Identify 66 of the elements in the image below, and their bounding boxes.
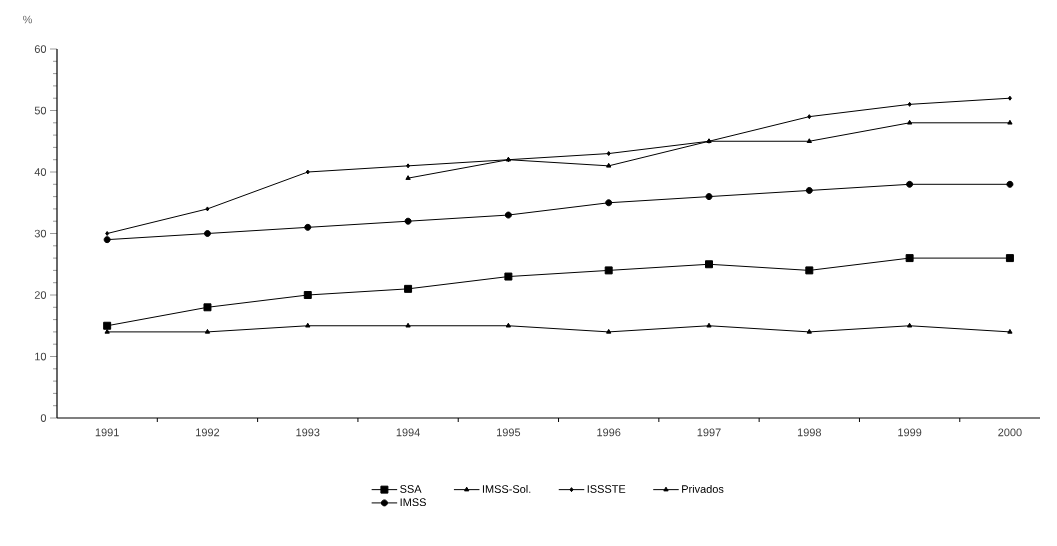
legend-label: IMSS <box>400 498 426 507</box>
point <box>1007 328 1013 334</box>
point <box>505 322 512 328</box>
y-tick-label: 0 <box>40 414 47 422</box>
point <box>103 236 111 244</box>
point <box>105 231 110 236</box>
legend-label: SSA <box>400 485 422 493</box>
x-tick-label: 1997 <box>697 428 721 437</box>
point <box>404 284 413 293</box>
point <box>906 119 913 125</box>
point <box>305 322 311 328</box>
point <box>103 321 112 330</box>
point <box>705 260 713 269</box>
y-tick-label: 30 <box>34 229 47 238</box>
point <box>203 230 211 237</box>
y-tick-label: 20 <box>34 291 47 299</box>
point <box>805 186 813 194</box>
point <box>504 211 512 219</box>
point <box>706 322 712 328</box>
point <box>406 163 411 169</box>
point <box>305 169 310 175</box>
point <box>404 217 412 225</box>
point <box>606 162 612 168</box>
y-axis-title: % <box>23 15 32 24</box>
point <box>806 138 812 143</box>
legend-label: ISSSTE <box>587 485 626 493</box>
point <box>504 272 513 281</box>
point <box>905 254 914 263</box>
point <box>806 328 812 334</box>
y-tick-label: 60 <box>34 45 47 53</box>
point <box>1006 180 1014 188</box>
point <box>205 206 210 212</box>
point <box>906 322 913 328</box>
y-tick-label: 40 <box>34 168 47 176</box>
point <box>805 266 814 275</box>
point <box>1007 95 1012 101</box>
x-tick-label: 1994 <box>396 428 420 437</box>
y-tick-label: 50 <box>34 106 47 115</box>
point <box>606 151 611 157</box>
point <box>705 193 713 201</box>
point <box>104 328 110 334</box>
legend-label: Privados <box>682 484 724 493</box>
x-tick-label: 1999 <box>898 428 922 437</box>
point <box>405 175 411 180</box>
point <box>203 303 212 312</box>
point <box>405 322 411 328</box>
x-tick-label: 2000 <box>998 428 1022 437</box>
point <box>606 328 612 334</box>
point <box>807 114 812 120</box>
y-tick-label: 10 <box>35 352 47 361</box>
point <box>604 266 613 275</box>
point <box>906 180 914 188</box>
x-tick-label: 1992 <box>196 428 220 437</box>
point <box>1005 254 1014 263</box>
x-tick-label: 1998 <box>797 428 821 437</box>
x-tick-label: 1995 <box>497 428 521 437</box>
x-tick-label: 1991 <box>95 428 119 437</box>
point <box>605 199 613 207</box>
point <box>1007 119 1013 125</box>
x-tick-label: 1996 <box>597 428 621 437</box>
point <box>303 291 312 299</box>
legend-label: IMSS-Sol. <box>482 484 531 493</box>
point <box>907 101 912 107</box>
point <box>204 328 211 334</box>
x-tick-label: 1993 <box>296 428 320 437</box>
point <box>304 223 312 231</box>
